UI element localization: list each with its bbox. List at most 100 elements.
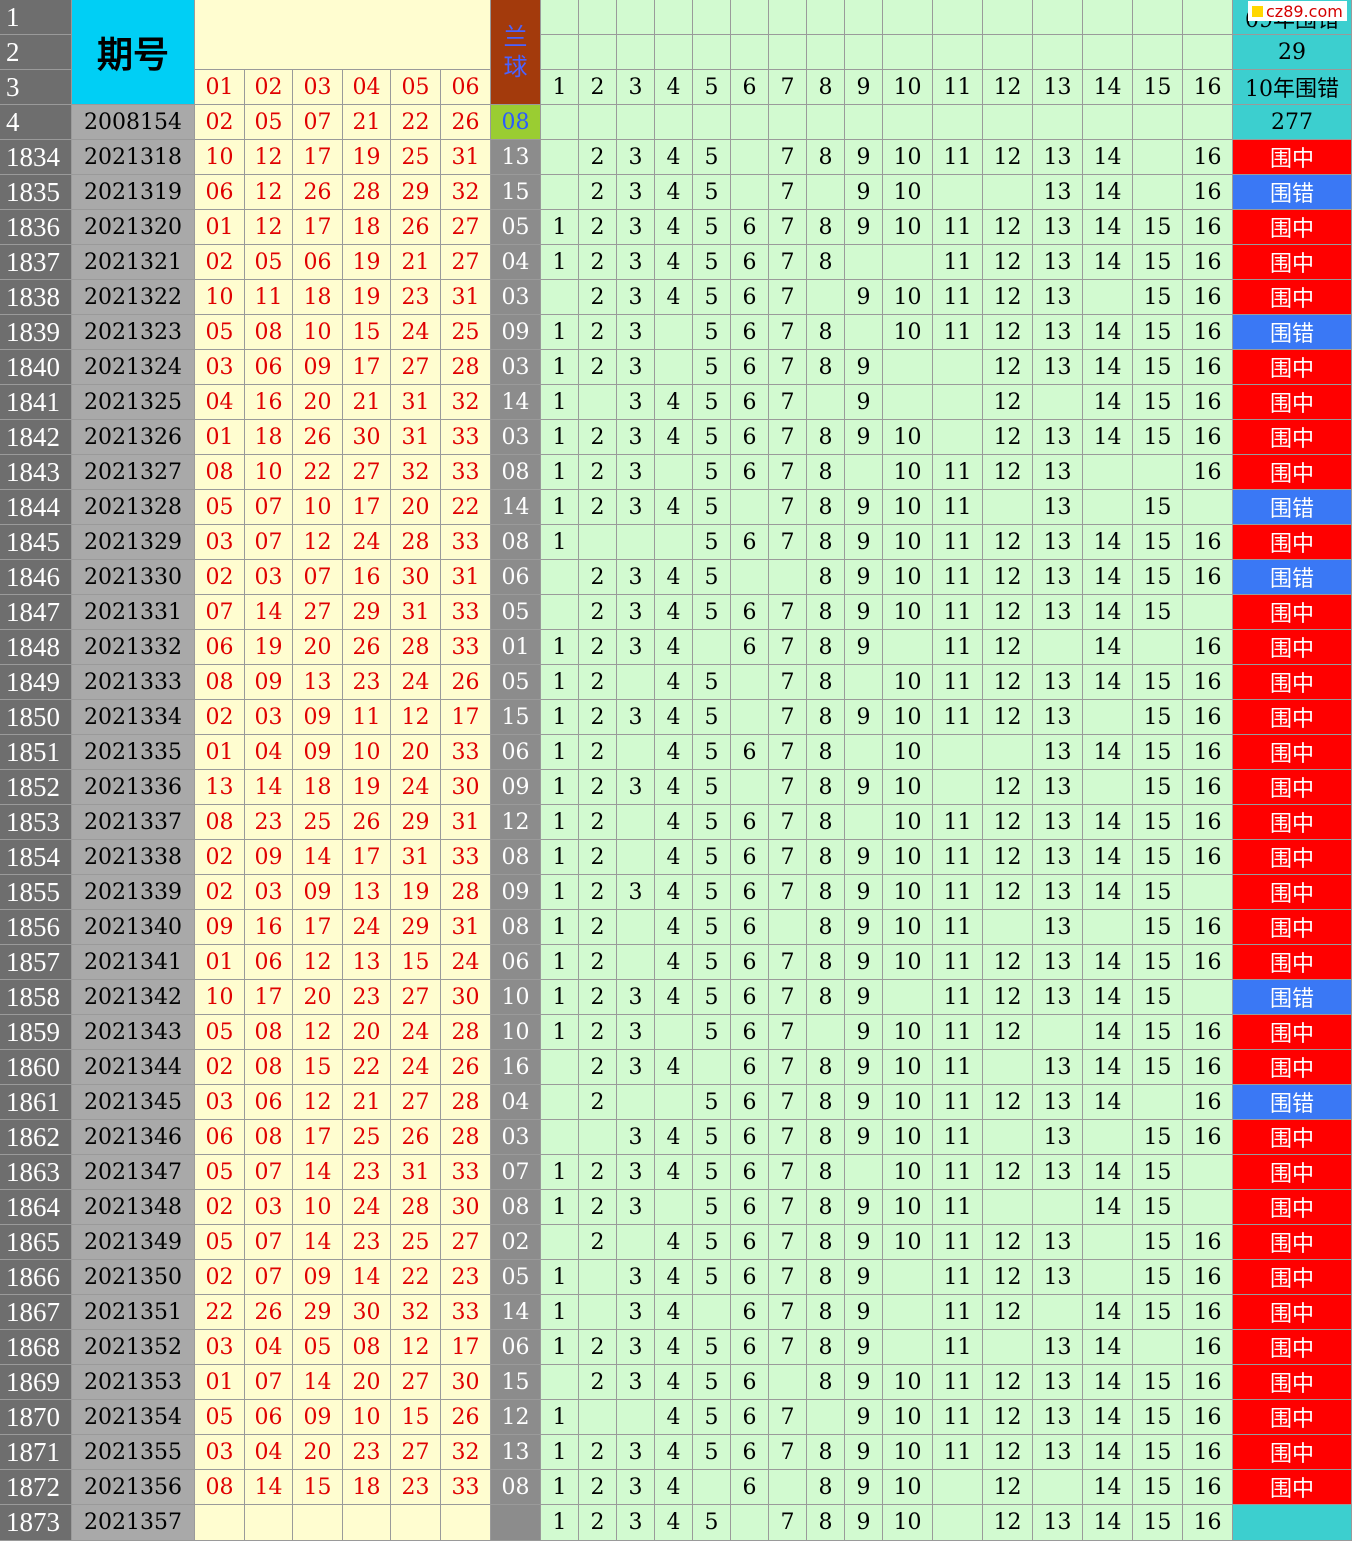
- selected-number-cell: 4: [655, 945, 693, 980]
- selected-number-cell: 12: [983, 385, 1033, 420]
- selected-number-cell: 12: [983, 630, 1033, 665]
- selected-number-cell: 6: [731, 805, 769, 840]
- selected-number-cell: 9: [845, 1330, 883, 1365]
- red-ball-cell: 33: [441, 420, 491, 455]
- num-header-blank: [883, 35, 933, 70]
- selected-number-cell: 8: [807, 490, 845, 525]
- row-number: 1854: [0, 840, 72, 875]
- selected-number-cell: 5: [693, 805, 731, 840]
- selected-number-cell: 7: [769, 945, 807, 980]
- result-cell: 围中: [1233, 1155, 1352, 1190]
- selected-number-cell: 13: [1033, 1155, 1083, 1190]
- blue-ball-cell: 09: [491, 770, 541, 805]
- selected-number-cell: 4: [655, 385, 693, 420]
- blue-ball-cell: 03: [491, 420, 541, 455]
- selected-number-cell: 8: [807, 140, 845, 175]
- red-ball-cell: 12: [245, 210, 293, 245]
- result-cell: 围中: [1233, 140, 1352, 175]
- red-ball-cell: 02: [195, 1260, 245, 1295]
- red-ball-cell: 04: [245, 1330, 293, 1365]
- row-number: 1837: [0, 245, 72, 280]
- num-header-blank: [655, 35, 693, 70]
- selected-number-cell: 10: [883, 280, 933, 315]
- red-ball-cell: 04: [245, 735, 293, 770]
- selected-number-cell: 2: [579, 140, 617, 175]
- selected-number-cell: 12: [983, 805, 1033, 840]
- selected-number-cell: 5: [693, 420, 731, 455]
- selected-number-cell: 5: [693, 980, 731, 1015]
- red-ball-cell: 03: [195, 1435, 245, 1470]
- red-ball-cell: 10: [293, 315, 343, 350]
- selected-number-cell: 12: [983, 1295, 1033, 1330]
- selected-number-cell: 14: [1083, 840, 1133, 875]
- selected-number-cell: 10: [883, 945, 933, 980]
- selected-number-cell: 5: [693, 700, 731, 735]
- blue-ball-cell: 01: [491, 630, 541, 665]
- selected-number-cell: 16: [1183, 455, 1233, 490]
- selected-number-cell: 9: [845, 1295, 883, 1330]
- period-cell: 2021335: [72, 735, 195, 770]
- red-ball-cell: 06: [195, 175, 245, 210]
- blue-ball-header: 兰球: [491, 0, 541, 105]
- red-ball-cell: 26: [441, 1050, 491, 1085]
- selected-number-cell: 4: [655, 560, 693, 595]
- selected-number-cell: [933, 1470, 983, 1505]
- selected-number-cell: 1: [541, 1190, 579, 1225]
- selected-number-cell: 2: [579, 700, 617, 735]
- selected-number-cell: 15: [1133, 1015, 1183, 1050]
- result-cell: 围中: [1233, 1190, 1352, 1225]
- red-ball-cell: 28: [441, 1015, 491, 1050]
- selected-number-cell: 16: [1183, 770, 1233, 805]
- selected-number-cell: 1: [541, 245, 579, 280]
- red-ball-cell: 06: [293, 245, 343, 280]
- selected-number-cell: 12: [983, 980, 1033, 1015]
- selected-number-cell: 12: [983, 1470, 1033, 1505]
- period-cell: 2021352: [72, 1330, 195, 1365]
- red-ball-cell: 02: [195, 840, 245, 875]
- selected-number-cell: 2: [579, 1505, 617, 1541]
- row-number: 1863: [0, 1155, 72, 1190]
- red-ball-cell: 24: [441, 945, 491, 980]
- red-ball-cell: 07: [245, 525, 293, 560]
- selected-number-cell: [983, 1330, 1033, 1365]
- ref-red-ball: 22: [391, 105, 441, 140]
- selected-number-cell: 8: [807, 1365, 845, 1400]
- selected-number-cell: 4: [655, 490, 693, 525]
- result-cell: 围中: [1233, 350, 1352, 385]
- selected-number-cell: 2: [579, 980, 617, 1015]
- selected-number-cell: 5: [693, 210, 731, 245]
- result-cell: 围中: [1233, 1470, 1352, 1505]
- selected-number-cell: 11: [933, 1365, 983, 1400]
- row-number: 1866: [0, 1260, 72, 1295]
- red-ball-cell: 03: [245, 875, 293, 910]
- selected-number-cell: [1133, 140, 1183, 175]
- selected-number-cell: 14: [1083, 1015, 1133, 1050]
- selected-number-cell: [541, 175, 579, 210]
- selected-number-cell: 1: [541, 770, 579, 805]
- period-cell: 2021318: [72, 140, 195, 175]
- selected-number-cell: 16: [1183, 1225, 1233, 1260]
- selected-number-cell: [933, 770, 983, 805]
- num-label: 13: [1033, 70, 1083, 105]
- red-ball-cell: [195, 1505, 245, 1541]
- selected-number-cell: [1083, 455, 1133, 490]
- red-ball-cell: 17: [343, 840, 391, 875]
- red-ball-cell: 04: [195, 385, 245, 420]
- red-ball-cell: 07: [245, 490, 293, 525]
- red-ball-cell: 09: [245, 840, 293, 875]
- result-cell: 围中: [1233, 1260, 1352, 1295]
- selected-number-cell: [693, 630, 731, 665]
- selected-number-cell: 5: [693, 735, 731, 770]
- red-ball-cell: 23: [391, 280, 441, 315]
- selected-number-cell: [807, 385, 845, 420]
- selected-number-cell: 7: [769, 245, 807, 280]
- selected-number-cell: 1: [541, 1400, 579, 1435]
- num-label: 7: [769, 70, 807, 105]
- red-ball-cell: [245, 1505, 293, 1541]
- selected-number-cell: 5: [693, 1365, 731, 1400]
- selected-number-cell: 4: [655, 700, 693, 735]
- red-ball-cell: 16: [343, 560, 391, 595]
- selected-number-cell: [579, 1400, 617, 1435]
- selected-number-cell: [693, 1470, 731, 1505]
- num-cell: [731, 105, 769, 140]
